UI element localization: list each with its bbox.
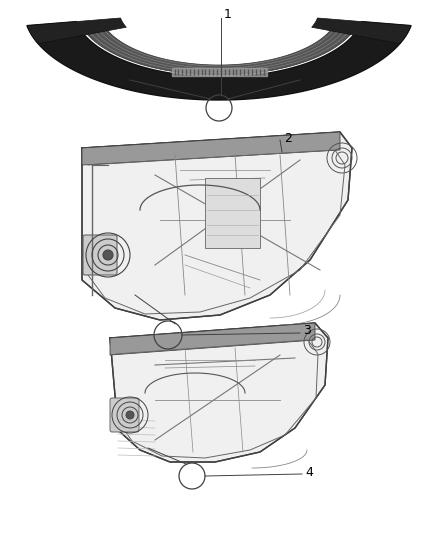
Text: 3: 3 [303, 325, 311, 337]
Text: 4: 4 [305, 465, 313, 479]
Polygon shape [82, 132, 340, 165]
Polygon shape [82, 132, 352, 320]
Bar [205, 178, 260, 248]
Circle shape [126, 411, 134, 419]
Polygon shape [84, 27, 354, 75]
Polygon shape [312, 18, 411, 44]
Circle shape [103, 250, 113, 260]
Polygon shape [110, 323, 328, 462]
Text: 1: 1 [224, 7, 232, 20]
Polygon shape [27, 22, 411, 100]
Polygon shape [27, 18, 126, 44]
Text: 2: 2 [284, 132, 292, 144]
FancyBboxPatch shape [83, 235, 117, 275]
FancyBboxPatch shape [110, 398, 139, 432]
Polygon shape [110, 323, 315, 355]
